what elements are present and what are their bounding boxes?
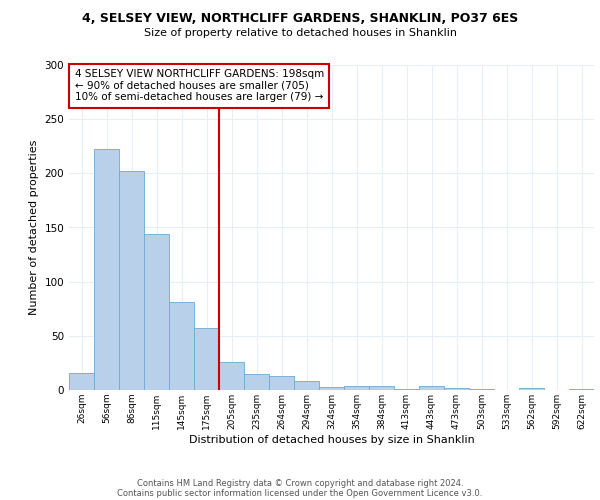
Bar	[519, 388, 544, 390]
Text: Contains HM Land Registry data © Crown copyright and database right 2024.: Contains HM Land Registry data © Crown c…	[137, 478, 463, 488]
Text: Size of property relative to detached houses in Shanklin: Size of property relative to detached ho…	[143, 28, 457, 38]
Bar	[319, 387, 344, 390]
Bar	[94, 150, 119, 390]
Text: 4 SELSEY VIEW NORTHCLIFF GARDENS: 198sqm
← 90% of detached houses are smaller (7: 4 SELSEY VIEW NORTHCLIFF GARDENS: 198sqm…	[74, 69, 324, 102]
X-axis label: Distribution of detached houses by size in Shanklin: Distribution of detached houses by size …	[188, 434, 475, 444]
Bar	[144, 234, 169, 390]
Bar	[219, 362, 244, 390]
Bar	[294, 382, 319, 390]
Bar	[119, 171, 144, 390]
Bar	[69, 372, 94, 390]
Bar	[194, 328, 219, 390]
Text: Contains public sector information licensed under the Open Government Licence v3: Contains public sector information licen…	[118, 488, 482, 498]
Bar	[469, 389, 494, 390]
Bar	[344, 386, 369, 390]
Bar	[269, 376, 294, 390]
Y-axis label: Number of detached properties: Number of detached properties	[29, 140, 39, 315]
Bar	[244, 374, 269, 390]
Bar	[369, 386, 394, 390]
Bar	[394, 389, 419, 390]
Bar	[444, 388, 469, 390]
Bar	[569, 389, 594, 390]
Bar	[169, 302, 194, 390]
Text: 4, SELSEY VIEW, NORTHCLIFF GARDENS, SHANKLIN, PO37 6ES: 4, SELSEY VIEW, NORTHCLIFF GARDENS, SHAN…	[82, 12, 518, 26]
Bar	[419, 386, 444, 390]
